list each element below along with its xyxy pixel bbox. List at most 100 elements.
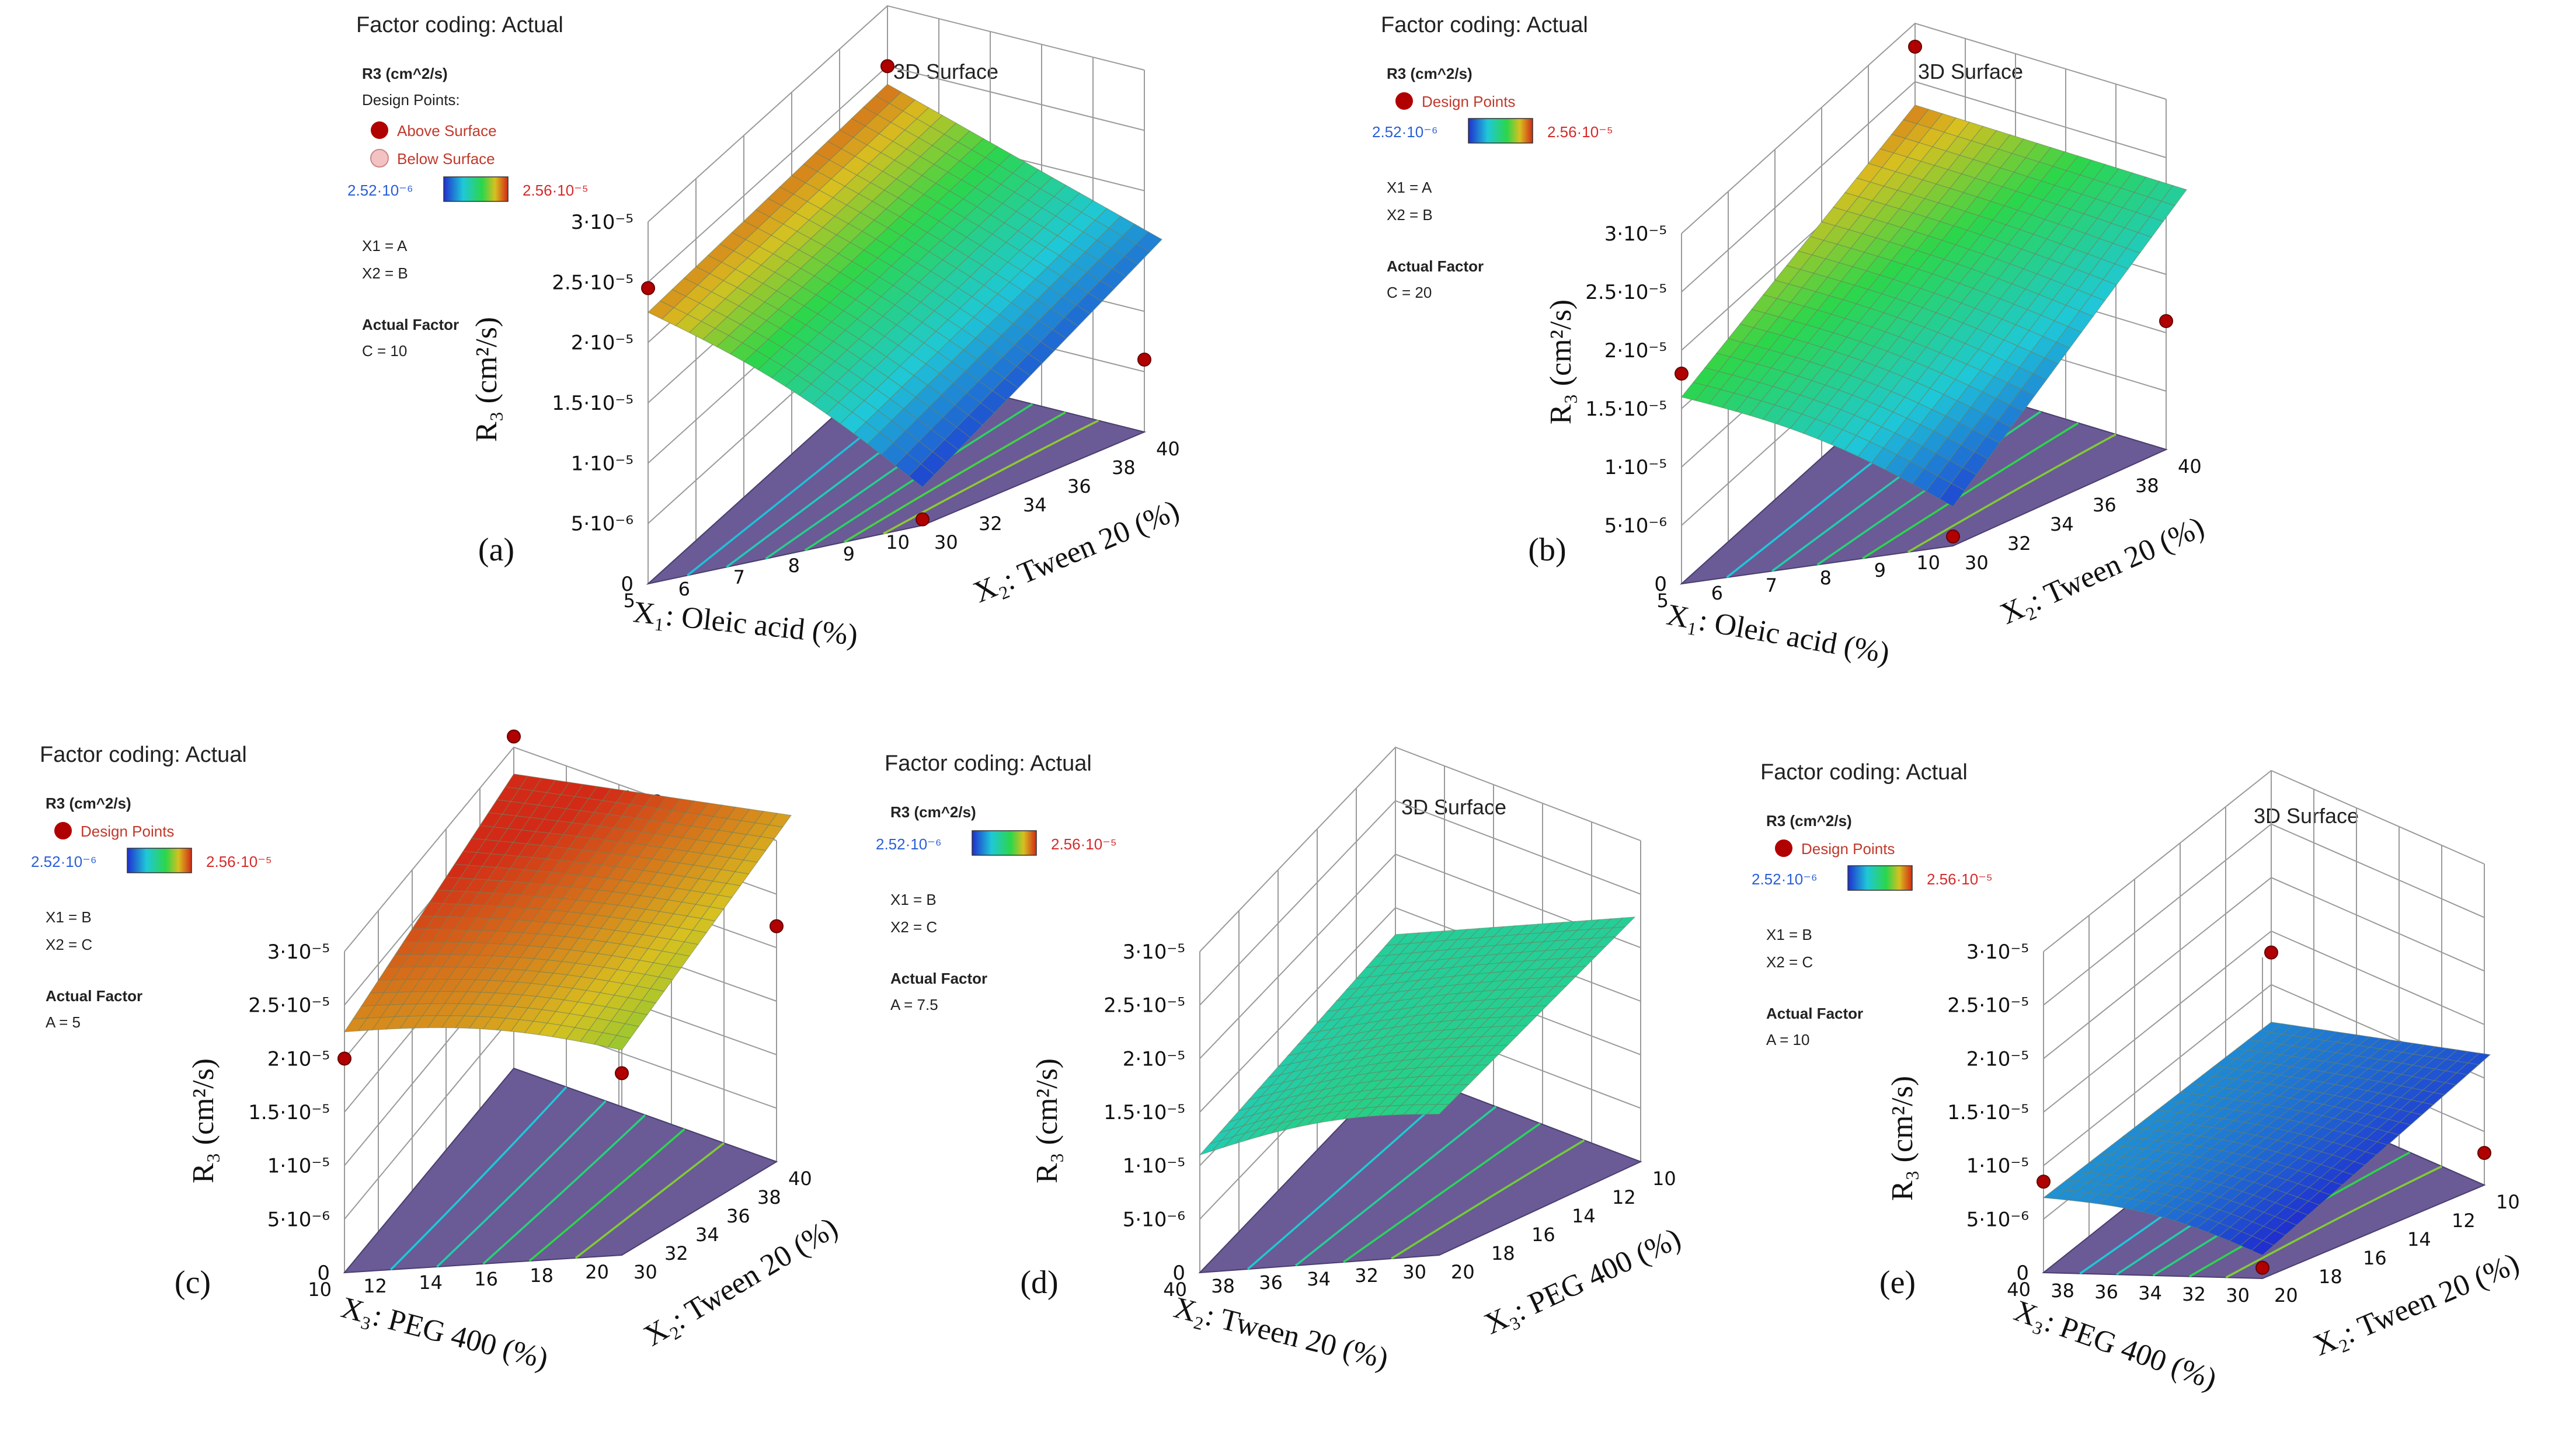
contour-line [1391, 1139, 1585, 1260]
gridline-y [2043, 769, 2485, 952]
response-surface [1680, 104, 2187, 507]
x1-axis: 10 12 14 16 18 20 X₃: PEG 400 (%) [308, 1261, 609, 1376]
gridline-y [1199, 746, 1641, 952]
y-axis: 0 5·10⁻⁶ 1·10⁻⁵ 1.5·10⁻⁵ 2·10⁻⁵ 2.5·10⁻⁵ 3·10⁻… [1585, 222, 1667, 596]
contour-line [528, 1128, 685, 1262]
design-points-label: Design Points: [362, 91, 460, 109]
y-axis: 0 5·10⁻⁶ 1·10⁻⁵ 1.5·10⁻⁵ 2·10⁻⁵ 2.5·10⁻⁵ 3·10⁻… [1947, 940, 2029, 1285]
x1-tick-label: 32 [2182, 1283, 2206, 1305]
y-tick-label: 5·10⁻⁶ [1604, 514, 1667, 538]
x1-tick-label: 34 [2138, 1282, 2162, 1304]
chart-panel-d: Factor coding: Actual R3 (cm^2/s) 2.52·10⁻… [876, 746, 1686, 1376]
x1-tick-label: 36 [1259, 1271, 1283, 1294]
surface-title: 3D Surface [2254, 804, 2359, 828]
above-surface-marker [371, 121, 388, 139]
y-tick-label: 5·10⁻⁶ [571, 513, 633, 536]
surface-cell [1199, 1139, 1223, 1156]
y-tick-label: 2.5·10⁻⁵ [1585, 281, 1667, 304]
y-axis: 0 5·10⁻⁶ 1·10⁻⁵ 1.5·10⁻⁵ 2·10⁻⁵ 2.5·10⁻⁵ 3·10⁻… [1103, 940, 1185, 1285]
chart-panel-c: Factor coding: Actual R3 (cm^2/s) Design P… [31, 729, 844, 1376]
y-tick-label: 2.5·10⁻⁵ [552, 271, 633, 294]
y-tick-label: 0 [1172, 1262, 1185, 1285]
x2-tick-label: 16 [1531, 1224, 1555, 1246]
y-tick-label: 0 [2016, 1262, 2029, 1285]
x2-tick-label: 32 [664, 1242, 688, 1264]
x2-tick-label: 38 [757, 1186, 781, 1208]
y-tick-label: 2·10⁻⁵ [1604, 339, 1667, 363]
x2-tick-label: 38 [2135, 475, 2159, 497]
factor1-mapping: X1 = A [1387, 179, 1432, 196]
actual-factor-label: Actual Factor [1387, 257, 1484, 275]
x2-tick-label: 12 [2452, 1210, 2476, 1232]
factor-coding-label: Factor coding: Actual [885, 751, 1092, 776]
surface-cell [2042, 1189, 2067, 1200]
y-tick-label: 2·10⁻⁵ [571, 332, 633, 355]
y-axis: 0 5·10⁻⁶ 1·10⁻⁵ 1.5·10⁻⁵ 2·10⁻⁵ 2.5·10⁻⁵ 3·10⁻… [248, 940, 330, 1285]
scale-high-label: 2.56·10⁻⁵ [1547, 123, 1613, 141]
x2-tick-label: 34 [695, 1224, 719, 1246]
chart-panel-e: Factor coding: Actual R3 (cm^2/s) Design P… [1752, 760, 2524, 1396]
x1-tick-label: 30 [1402, 1261, 1426, 1283]
x1-axis-label: X₃: PEG 400 (%) [2010, 1294, 2220, 1396]
x1-tick-label: 14 [419, 1271, 443, 1294]
y-tick-label: 3·10⁻⁵ [1604, 222, 1667, 246]
y-axis-label: R₃ (cm²/s) [1544, 299, 1578, 424]
design-point [615, 1066, 629, 1081]
y-tick-label: 1.5·10⁻⁵ [1947, 1101, 2029, 1124]
design-point [2264, 945, 2278, 960]
response-surface [343, 774, 792, 1051]
x1-axis-label: X₁: Oleic acid (%) [1664, 598, 1892, 670]
design-point [641, 281, 655, 295]
factor2-mapping: X2 = C [890, 918, 937, 936]
y-tick-label: 1·10⁻⁵ [1604, 456, 1667, 479]
actual-factor-value: A = 10 [1766, 1031, 1809, 1048]
design-point [1946, 529, 1960, 543]
x1-tick-label: 6 [1711, 582, 1723, 604]
x1-tick-label: 5 [624, 590, 635, 612]
x2-tick-label: 30 [1965, 552, 1989, 574]
x2-axis-label: X₃: PEG 400 (%) [1480, 1222, 1686, 1342]
factor2-mapping: X2 = B [1387, 206, 1433, 224]
y-tick-label: 1·10⁻⁵ [571, 452, 633, 475]
actual-factor-value: A = 5 [46, 1013, 81, 1031]
factor1-mapping: X1 = A [362, 237, 408, 255]
surface-title: 3D Surface [1918, 60, 2023, 83]
color-scale-bar [972, 830, 1037, 856]
factor1-mapping: X1 = B [1766, 926, 1812, 943]
scale-high-label: 2.56·10⁻⁵ [206, 853, 272, 870]
x2-tick-label: 10 [1652, 1168, 1676, 1190]
x2-tick-label: 12 [1612, 1186, 1636, 1208]
x1-tick-label: 10 [308, 1278, 332, 1301]
scale-low-label: 2.52·10⁻⁶ [31, 853, 97, 870]
factor2-mapping: X2 = C [46, 936, 92, 953]
surface-title: 3D Surface [1401, 795, 1506, 819]
x1-tick-label: 40 [2007, 1278, 2031, 1301]
contour-line [482, 1114, 646, 1265]
factor1-mapping: X1 = B [890, 891, 937, 908]
panel-label: (e) [1879, 1264, 1916, 1301]
design-point [507, 729, 521, 744]
contour-line [883, 419, 1099, 535]
y-axis-label: R₃ (cm²/s) [1031, 1058, 1064, 1183]
x2-tick-label: 30 [633, 1261, 657, 1283]
y-axis-label: R₃ (cm²/s) [470, 317, 503, 442]
design-point [880, 59, 894, 74]
actual-factor-label: Actual Factor [1766, 1005, 1863, 1022]
y-tick-label: 0 [317, 1262, 330, 1285]
design-points [1675, 40, 2173, 543]
x2-tick-label: 40 [1156, 438, 1180, 460]
factor2-mapping: X2 = C [1766, 953, 1813, 971]
x2-tick-label: 34 [1023, 494, 1047, 516]
y-tick-label: 1.5·10⁻⁵ [552, 392, 633, 415]
scale-high-label: 2.56·10⁻⁵ [1051, 835, 1117, 853]
x1-axis-label: X₃: PEG 400 (%) [338, 1291, 552, 1375]
y-tick-label: 5·10⁻⁶ [1966, 1208, 2029, 1231]
scale-low-label: 2.52·10⁻⁶ [876, 835, 942, 853]
design-points-label: Design Points [1422, 93, 1515, 110]
x2-tick-label: 16 [2363, 1247, 2387, 1269]
contour-line [1907, 433, 2117, 553]
x1-tick-label: 9 [1874, 559, 1886, 581]
factor-coding-label: Factor coding: Actual [1381, 13, 1588, 37]
contour-line [389, 1086, 568, 1271]
